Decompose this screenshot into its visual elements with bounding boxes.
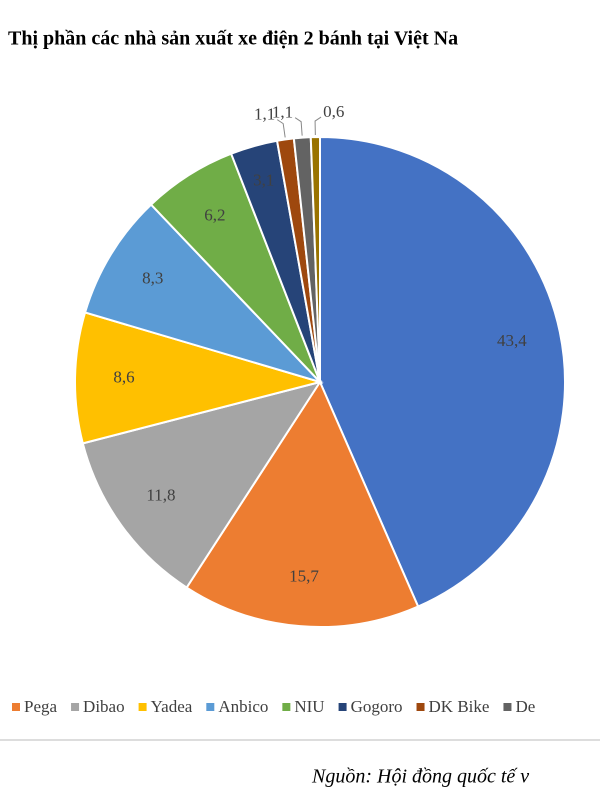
legend-label: NIU [294, 697, 324, 716]
legend-label: De [515, 697, 535, 716]
leader-line [314, 116, 322, 136]
legend-label: Dibao [83, 697, 125, 716]
value-label: 3,1 [253, 170, 274, 189]
value-label: 1,1 [254, 105, 275, 124]
source: Nguồn: Hội đồng quốc tế v [311, 766, 529, 788]
value-label: 8,3 [142, 269, 163, 288]
value-label: 11,8 [146, 485, 175, 504]
pie-slice [185, 379, 420, 628]
legend-swatch [12, 703, 20, 711]
value-label: 1,1 [272, 103, 293, 122]
leader-line [294, 117, 303, 136]
legend-label: Anbico [218, 697, 268, 716]
legend-label: Pega [24, 697, 58, 716]
chart-title: Thị phần các nhà sản xuất xe điện 2 bánh… [8, 28, 458, 50]
legend-swatch [138, 703, 147, 711]
legend-swatch [282, 703, 291, 711]
leader-line [276, 119, 286, 138]
value-label: 15,7 [289, 566, 319, 585]
value-label: 43,4 [497, 331, 527, 350]
legend-label: DK Bike [429, 697, 490, 716]
legend-label: Yadea [151, 697, 193, 716]
pie-slice [74, 311, 324, 445]
legend-swatch [503, 703, 512, 711]
value-label: 6,2 [204, 205, 225, 224]
value-label: 8,6 [113, 368, 134, 387]
pie-slice [83, 203, 324, 385]
legend-swatch [206, 703, 215, 711]
pie-slice [319, 135, 566, 608]
pie-slice [81, 380, 323, 589]
legend-swatch [416, 703, 425, 711]
pie-slice [309, 135, 321, 383]
legend-swatch [71, 703, 80, 711]
legend-swatch [338, 703, 347, 711]
value-label: 0,6 [323, 102, 344, 121]
legend-label: Gogoro [351, 697, 403, 716]
